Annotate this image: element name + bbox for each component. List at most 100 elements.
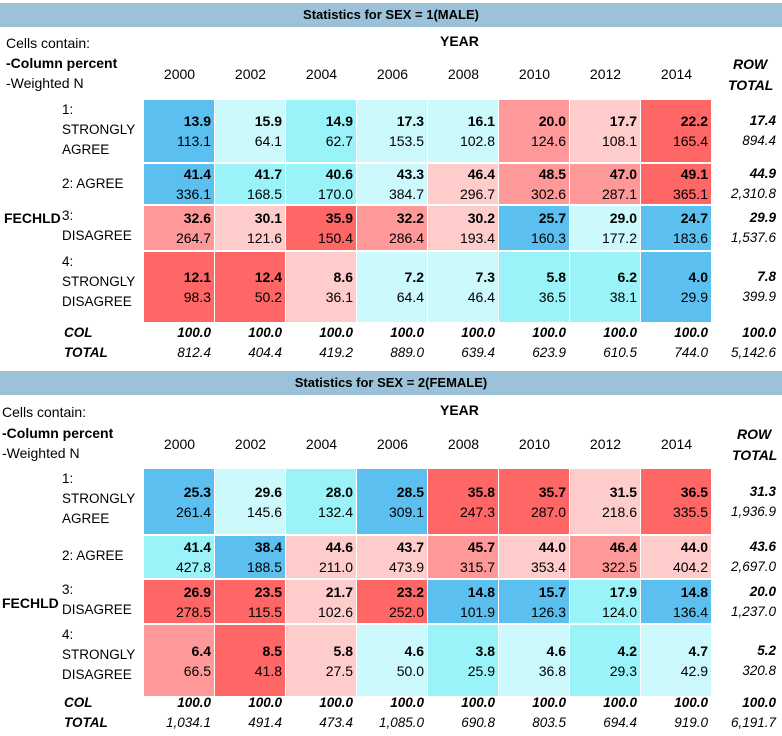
male-row-label: 4: STRONGLY DISAGREE: [62, 254, 136, 309]
female-cell: 14.8 136.4: [641, 580, 711, 623]
male-cell: 29.0 177.2: [570, 206, 640, 250]
male-cell-percent: 32.6: [183, 210, 211, 226]
male-cell: 5.8 36.5: [499, 252, 569, 322]
female-cell-percent: 44.6: [325, 539, 353, 555]
female-col-percent: 100.0: [286, 695, 353, 710]
female-cell-percent: 25.3: [183, 483, 211, 500]
male-cell-percent: 12.4: [254, 269, 282, 285]
male-cell: 41.4 336.1: [144, 164, 214, 204]
male-row-label: 1: STRONGLY AGREE: [62, 102, 136, 157]
female-cell-percent: 23.5: [254, 583, 282, 600]
male-row-total-n: 2,310.8: [730, 186, 776, 201]
male-cell: 46.4 296.7: [428, 164, 498, 204]
female-row-total-percent: 31.3: [749, 483, 776, 499]
female-year-header: 2010: [518, 436, 551, 452]
male-cell: 4.0 29.9: [641, 252, 711, 322]
male-col-percent: 100.0: [570, 325, 637, 340]
panel-male-row-total-2: TOTAL: [728, 77, 774, 93]
female-cell-weighted-n: 315.7: [459, 559, 495, 575]
female-cell: 4.7 42.9: [641, 625, 711, 696]
male-cell-percent: 7.2: [404, 269, 424, 285]
female-cell-weighted-n: 25.9: [467, 662, 495, 679]
male-cell: 6.2 38.1: [570, 252, 640, 322]
female-cell-weighted-n: 247.3: [459, 503, 495, 520]
female-cell: 35.8 247.3: [428, 469, 498, 534]
female-cell-weighted-n: 404.2: [672, 559, 708, 575]
female-row-total: 5.2 320.8: [700, 641, 776, 681]
male-cell-percent: 7.3: [475, 269, 495, 285]
female-cell-percent: 23.2: [396, 583, 424, 600]
male-cell-weighted-n: 121.6: [246, 230, 282, 246]
female-year-header: 2000: [163, 436, 196, 452]
female-cell-percent: 43.7: [396, 539, 424, 555]
female-cell-weighted-n: 353.4: [530, 559, 566, 575]
female-cell-percent: 31.5: [609, 483, 637, 500]
male-cell: 8.6 36.1: [286, 252, 356, 322]
female-cell-percent: 28.0: [325, 483, 353, 500]
female-cell-weighted-n: 322.5: [601, 559, 637, 575]
female-cell-weighted-n: 287.0: [530, 503, 566, 520]
female-cell-percent: 4.6: [404, 642, 424, 659]
male-row-total-n: 399.9: [742, 289, 776, 304]
male-cell: 12.4 50.2: [215, 252, 285, 322]
female-cell-percent: 44.0: [680, 539, 708, 555]
male-year-header: 2002: [234, 66, 267, 82]
female-row-label: 2: AGREE: [62, 548, 124, 563]
female-cell-percent: 15.7: [538, 583, 566, 600]
male-cell-weighted-n: 98.3: [183, 289, 211, 305]
female-col-total-n: 491.4: [248, 715, 282, 730]
panel-male-header: Statistics for SEX = 1(MALE): [0, 3, 782, 27]
male-cell-percent: 41.7: [254, 166, 282, 182]
female-cell-weighted-n: 145.6: [246, 503, 282, 520]
female-cell-percent: 5.8: [333, 642, 353, 659]
female-col-percent-value: 100.0: [390, 695, 424, 710]
female-cell: 26.9 278.5: [144, 580, 214, 623]
male-col-percent-value: 100.0: [461, 325, 495, 340]
male-col-percent: 100.0: [144, 325, 211, 340]
female-col-percent-value: 100.0: [742, 695, 776, 710]
male-row-label: 2: AGREE: [62, 176, 124, 191]
male-cell-weighted-n: 286.4: [388, 230, 424, 246]
female-row-total: 43.6 2,697.0: [700, 537, 776, 577]
male-year-header: 2014: [660, 66, 693, 82]
male-cell-percent: 46.4: [467, 166, 495, 182]
male-cell-weighted-n: 36.1: [325, 289, 353, 305]
female-col-percent-value: 100.0: [177, 695, 211, 710]
male-cell-percent: 17.7: [609, 113, 637, 129]
male-col-total-n: 889.0: [390, 345, 424, 360]
panel-female-row-var: FECHLD: [2, 595, 59, 611]
female-col-total-n: 1,085.0: [378, 715, 424, 730]
male-cell-percent: 48.5: [538, 166, 566, 182]
male-cell-weighted-n: 165.4: [672, 133, 708, 149]
female-cell-weighted-n: 211.0: [319, 559, 353, 575]
female-col-total-n: 473.4: [319, 715, 353, 730]
male-cell: 20.0 124.6: [499, 100, 569, 162]
male-row-total-percent: 17.4: [749, 113, 776, 128]
panel-female-row-total-1: ROW: [737, 426, 772, 442]
female-row-label: 1: STRONGLY AGREE: [62, 471, 136, 526]
female-row-total: 31.3 1,936.9: [700, 482, 776, 522]
female-col-total-n: 694.4: [603, 715, 637, 730]
female-cell-weighted-n: 42.9: [680, 662, 708, 679]
panel-female-cells-contain: Cells contain:: [2, 404, 87, 420]
female-col-total-n: 919.0: [674, 715, 708, 730]
male-cell: 15.9 64.1: [215, 100, 285, 162]
male-cell-percent: 32.2: [396, 210, 424, 226]
male-year-header: 2000: [163, 66, 196, 82]
male-year-header: 2006: [376, 66, 409, 82]
male-col-label: COL: [64, 325, 93, 340]
female-cell-weighted-n: 29.3: [609, 662, 637, 679]
male-cell-percent: 12.1: [183, 269, 211, 285]
male-cell-weighted-n: 124.6: [530, 133, 566, 149]
female-cell-percent: 29.6: [254, 483, 282, 500]
male-row-total-n: 894.4: [742, 133, 776, 148]
male-cell: 48.5 302.6: [499, 164, 569, 204]
female-cell-weighted-n: 309.1: [388, 503, 424, 520]
male-row-total: 17.4 894.4: [700, 111, 776, 151]
male-cell-weighted-n: 296.7: [459, 186, 495, 202]
male-cell-percent: 8.6: [333, 269, 353, 285]
male-cell: 14.9 62.7: [286, 100, 356, 162]
female-total-label: TOTAL: [64, 715, 108, 730]
male-cell-percent: 5.8: [546, 269, 566, 285]
male-cell-weighted-n: 64.4: [396, 289, 424, 305]
